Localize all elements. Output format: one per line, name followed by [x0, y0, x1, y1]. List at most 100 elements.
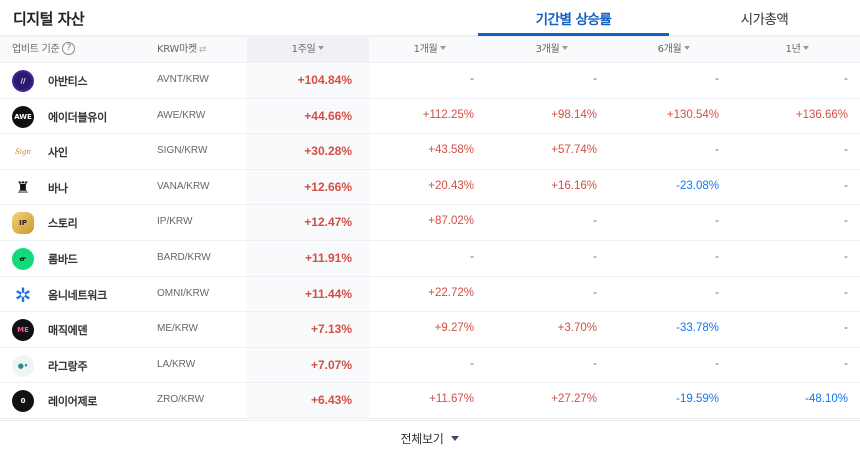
change-1주일: +7.07% [310, 357, 352, 372]
change-6개월: -33.78% [676, 322, 719, 335]
awe-logo-icon: AWE [12, 105, 34, 128]
tab-market-cap[interactable]: 시가총액 [740, 12, 789, 28]
change-1주일: +6.43% [310, 393, 352, 408]
table-row[interactable]: // 아반티스 AVNT/KRW +104.84% - - - - [0, 63, 860, 99]
footer: 전체보기 [0, 420, 860, 454]
help-icon[interactable]: ? [62, 41, 76, 55]
divider [0, 35, 860, 37]
top-bar: 디지털 자산 기간별 상승률 시가총액 [0, 0, 860, 36]
change-1개월: +43.58% [428, 144, 474, 157]
change-1년: - [844, 357, 848, 370]
sorted-column-bg [247, 205, 369, 240]
change-1개월: +22.72% [428, 286, 474, 299]
market-pair: ME/KRW [157, 323, 198, 335]
change-1년: -48.10% [805, 393, 848, 406]
change-1년: - [844, 250, 848, 263]
table-row[interactable]: IP 스토리 IP/KRW +12.47% +87.02% - - - [0, 205, 860, 241]
change-6개월: -19.59% [676, 393, 719, 406]
table-row[interactable]: ●• 라그랑주 LA/KRW +7.07% - - - - [0, 347, 860, 384]
caret-down-icon [562, 46, 569, 50]
change-1개월: +87.02% [428, 215, 474, 228]
table-row[interactable]: ᓂ 롬바드 BARD/KRW +11.91% - - - - [0, 240, 860, 277]
coin-name[interactable]: 매직에덴 [48, 324, 88, 338]
market-label: KRW마켓 [157, 44, 197, 55]
change-1년: - [844, 144, 848, 157]
change-1년: +136.66% [795, 108, 848, 121]
caret-down-icon [318, 46, 325, 50]
coin-name[interactable]: 스토리 [48, 217, 78, 231]
change-3개월: +3.70% [557, 322, 597, 335]
change-1개월: +9.27% [434, 322, 474, 335]
tab-period-returns[interactable]: 기간별 상승률 [535, 12, 612, 28]
column-1month[interactable]: 1개월 [369, 37, 491, 62]
coin-name[interactable]: 바나 [48, 181, 68, 195]
change-6개월: - [715, 286, 719, 299]
coin-name[interactable]: 아반티스 [48, 75, 88, 88]
change-3개월: +16.16% [551, 179, 597, 192]
coin-name[interactable]: 레이어제로 [48, 395, 98, 409]
avantis-logo-icon: // [12, 70, 34, 92]
market-pair: SIGN/KRW [157, 145, 208, 157]
table-row[interactable]: Sign 사인 SIGN/KRW +30.28% +43.58% +57.74% - - [0, 134, 860, 170]
page-title: 디지털 자산 [13, 10, 85, 28]
market-pair: IP/KRW [157, 216, 193, 228]
column-1year[interactable]: 1년 [735, 37, 860, 62]
change-6개월: - [715, 144, 719, 157]
change-1개월: +112.25% [422, 108, 474, 121]
coin-name[interactable]: 에이더블유이 [48, 110, 107, 124]
basis-text: 업비트 기준 [12, 44, 60, 55]
coin-name[interactable]: 라그랑주 [48, 359, 88, 373]
change-3개월: - [593, 215, 597, 228]
change-3개월: +98.14% [551, 108, 597, 121]
table-row[interactable]: AWE 에이더블유이 AWE/KRW +44.66% +112.25% +98.14% +1… [0, 98, 860, 135]
column-6month[interactable]: 6개월 [613, 37, 735, 62]
sorted-column-bg [247, 98, 369, 134]
sorted-column-bg [247, 276, 369, 312]
column-3month[interactable]: 3개월 [491, 37, 613, 62]
column-label: 6개월 [657, 44, 682, 55]
table-row[interactable]: 0 레이어제로 ZRO/KRW +6.43% +11.67% +27.27% -19.59%… [0, 383, 860, 419]
change-6개월: - [715, 215, 719, 228]
market-sort-toggle[interactable]: KRW마켓 ⇄ [157, 37, 206, 62]
change-1주일: +44.66% [304, 108, 352, 123]
table-row[interactable]: ME 매직에덴 ME/KRW +7.13% +9.27% +3.70% -33.78% - [0, 312, 860, 348]
change-1주일: +104.84% [297, 73, 352, 87]
change-1개월: - [470, 250, 474, 263]
sorted-column-bg [247, 169, 369, 205]
change-1주일: +7.13% [310, 322, 352, 337]
change-1년: - [844, 73, 848, 85]
column-label: 1개월 [413, 44, 438, 55]
change-3개월: - [593, 250, 597, 263]
change-6개월: - [715, 250, 719, 263]
coin-name[interactable]: 옴니네트워크 [48, 288, 107, 302]
change-1주일: +12.66% [304, 179, 352, 194]
column-label: 1년 [785, 44, 801, 55]
coin-name[interactable]: 사인 [48, 146, 68, 160]
change-1주일: +12.47% [304, 215, 352, 230]
table-header: 업비트 기준? KRW마켓 ⇄ 1주일 1개월 3개월 6개월 1년 [0, 37, 860, 63]
sorted-column-bg [247, 134, 369, 169]
table-row[interactable]: ✲ 옴니네트워크 OMNI/KRW +11.44% +22.72% - - - [0, 276, 860, 313]
market-pair: AWE/KRW [157, 109, 206, 121]
market-pair: VANA/KRW [157, 180, 210, 192]
change-3개월: +27.27% [551, 393, 597, 406]
caret-down-icon [803, 46, 810, 50]
magiceden-logo-icon: ME [12, 319, 34, 342]
change-1년: - [844, 322, 848, 335]
column-1week[interactable]: 1주일 [247, 37, 369, 62]
change-3개월: +57.74% [551, 144, 597, 157]
chevron-down-icon [451, 436, 460, 441]
table-row[interactable]: ♜ 바나 VANA/KRW +12.66% +20.43% +16.16% -23.08% - [0, 169, 860, 206]
view-all-button[interactable]: 전체보기 [401, 430, 460, 447]
story-logo-icon: IP [12, 212, 34, 235]
change-6개월: +130.54% [666, 108, 719, 121]
change-1개월: - [470, 73, 474, 85]
lagrange-logo-icon: ●• [12, 354, 34, 377]
active-tab-indicator [478, 33, 669, 36]
sorted-column-bg [247, 312, 369, 347]
view-all-label: 전체보기 [400, 432, 444, 446]
change-1개월: - [470, 357, 474, 370]
change-3개월: - [593, 73, 597, 85]
change-1주일: +30.28% [304, 144, 352, 159]
coin-name[interactable]: 롬바드 [48, 252, 78, 266]
